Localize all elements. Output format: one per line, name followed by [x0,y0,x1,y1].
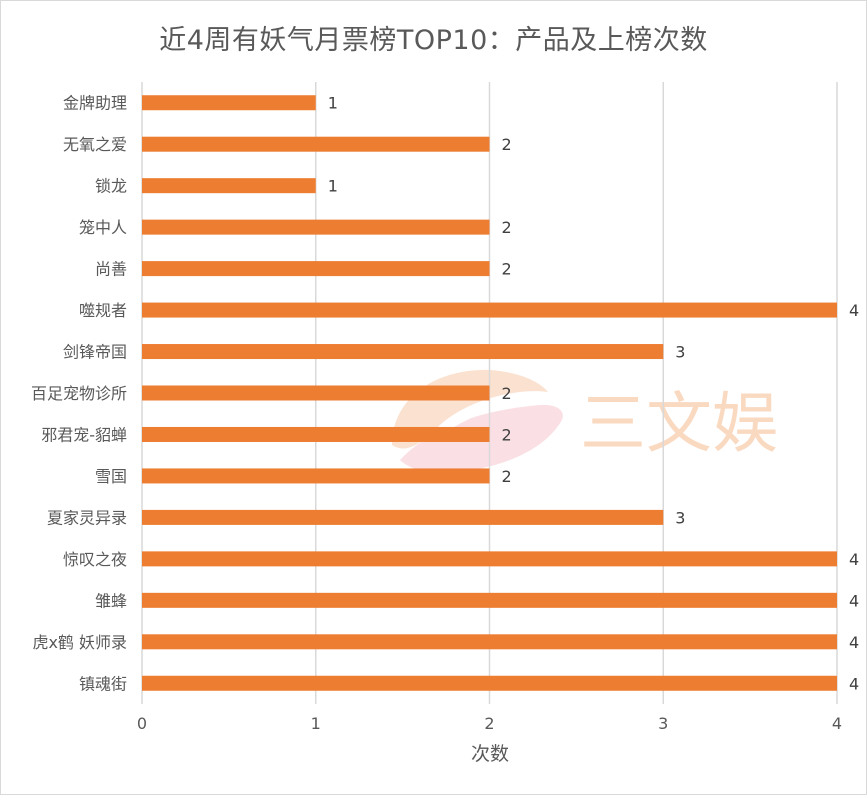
value-label: 2 [502,384,512,403]
category-label: 邪君宠-貂蝉 [41,425,127,444]
category-label: 百足宠物诊所 [31,384,127,403]
value-label: 2 [502,467,512,486]
bar [142,634,837,650]
bar [142,426,490,442]
value-label: 4 [849,550,859,569]
bar [142,551,837,567]
watermark-logo: 三文娱 [392,369,778,473]
x-axis-title: 次数 [471,743,509,765]
x-tick-label: 2 [484,714,494,733]
value-label: 3 [675,343,685,362]
category-label: 夏家灵异录 [47,508,127,527]
x-tick-label: 4 [832,714,842,733]
bar [142,509,664,525]
category-label: 雪国 [95,467,127,486]
category-label: 无氧之爱 [63,135,127,154]
bar [142,675,837,691]
value-label: 2 [502,218,512,237]
watermark-text: 三文娱 [580,385,778,462]
bar [142,592,837,608]
bar [142,385,490,401]
category-label: 噬规者 [79,301,127,320]
value-label: 1 [328,177,338,196]
bar [142,219,490,235]
value-label: 4 [849,633,859,652]
value-label: 1 [328,94,338,113]
value-label: 4 [849,674,859,693]
bar [142,136,490,152]
watermark-leaf-icon [392,369,563,473]
category-label: 剑锋帝国 [63,343,127,362]
bar [142,468,490,484]
bar [142,178,316,194]
category-label: 尚善 [95,260,127,279]
bar [142,261,490,277]
category-label: 笼中人 [79,218,127,237]
value-label: 4 [849,301,859,320]
category-label: 雏蜂 [95,591,127,610]
x-tick-label: 3 [658,714,668,733]
category-label: 镇魂街 [79,674,127,693]
x-tick-label: 0 [137,714,147,733]
bar [142,302,837,318]
value-label: 3 [675,508,685,527]
value-label: 4 [849,591,859,610]
category-label: 锁龙 [95,177,127,196]
bar [142,344,664,360]
category-label: 虎x鹤 妖师录 [32,633,127,652]
category-label: 惊叹之夜 [63,550,127,569]
chart-title: 近4周有妖气月票榜TOP10：产品及上榜次数 [159,25,708,56]
bar [142,95,316,111]
value-label: 2 [502,260,512,279]
bar-layer [142,95,837,691]
x-tick-label: 1 [311,714,321,733]
value-label: 2 [502,135,512,154]
value-label: 2 [502,425,512,444]
label-layer: 0 1 2 3 4 金牌助理 1 无氧之爱 2 锁龙 1 笼中人 2 尚善 2 噬规者 4 剑锋帝国 3 百足宠物诊所… [31,94,859,733]
category-label: 金牌助理 [63,94,127,113]
